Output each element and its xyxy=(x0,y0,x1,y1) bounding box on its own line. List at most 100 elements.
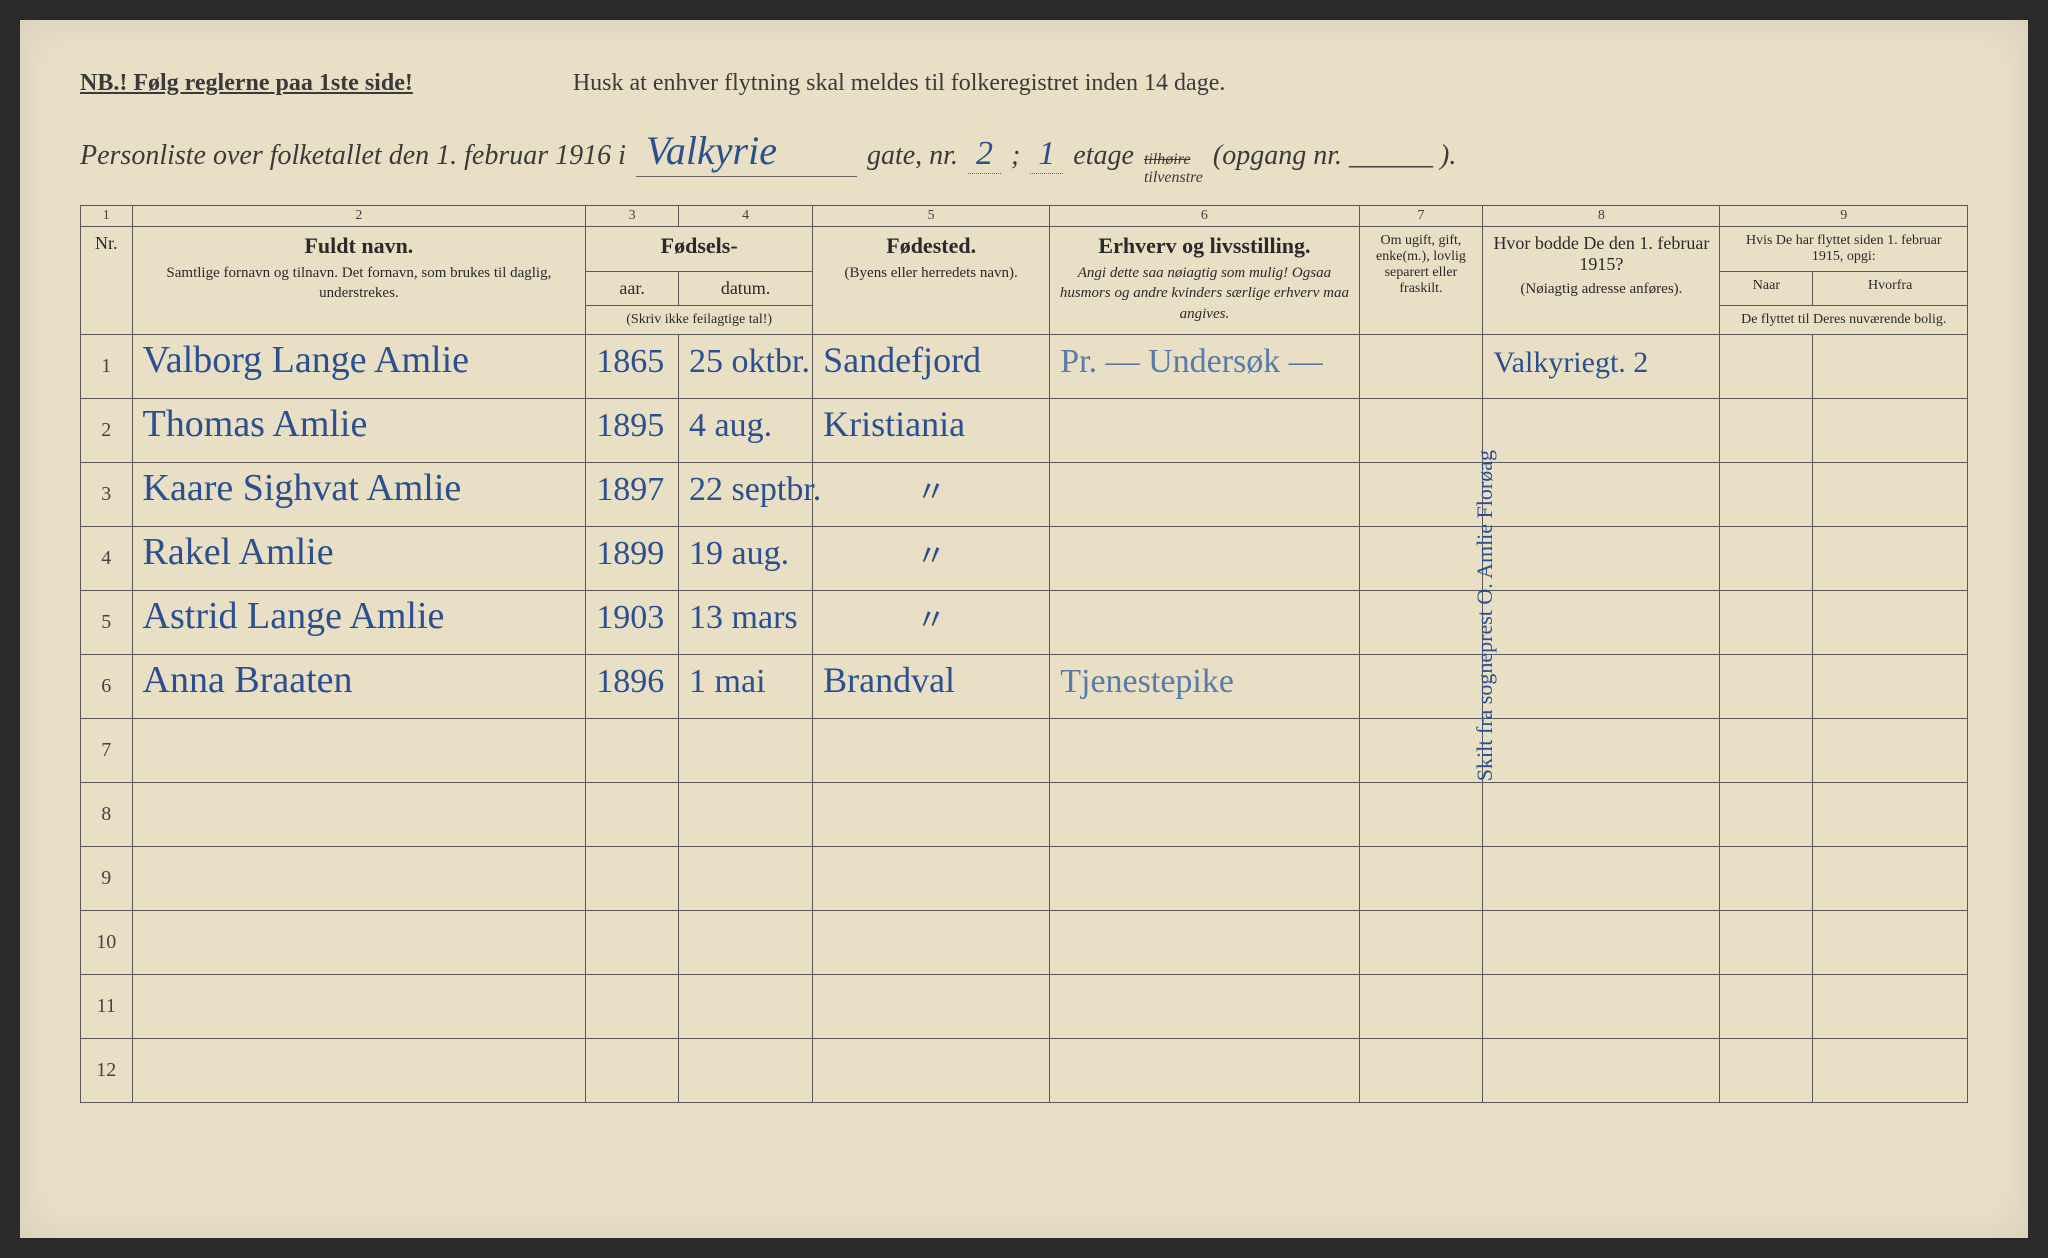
cell-place xyxy=(813,719,1050,783)
handwritten-value: 1 mai xyxy=(689,663,765,700)
cell-marital xyxy=(1359,591,1483,655)
cell-name xyxy=(132,1039,586,1103)
cell-from xyxy=(1813,463,1968,527)
cell-nr: 6 xyxy=(81,655,133,719)
cell-when xyxy=(1720,655,1813,719)
cell-place: Brandval xyxy=(813,655,1050,719)
handwritten-value: Pr. — Undersøk — xyxy=(1060,343,1323,380)
table-row: 2Thomas Amlie18954 aug.Kristiania xyxy=(81,399,1968,463)
census-table: 1 2 3 4 5 6 7 8 9 Nr. Fuldt navn. Samtli… xyxy=(80,205,1968,1103)
cell-when xyxy=(1720,527,1813,591)
hdr-res1915: Hvor bodde De den 1. februar 1915? (Nøia… xyxy=(1483,227,1720,335)
hdr-move-when: Naar xyxy=(1720,272,1813,306)
table-row: 6Anna Braaten 1896 1 mai Brandval Tjenestepi… xyxy=(81,655,1968,719)
cell-from xyxy=(1813,847,1968,911)
cell-res1915 xyxy=(1483,975,1720,1039)
cell-res1915 xyxy=(1483,527,1720,591)
handwritten-value: 13 mars xyxy=(689,599,798,636)
hdr-birth-label: Fødsels- xyxy=(661,233,738,258)
cell-when xyxy=(1720,399,1813,463)
cell-when xyxy=(1720,783,1813,847)
cell-year xyxy=(586,847,679,911)
cell-from xyxy=(1813,783,1968,847)
cell-nr: 4 xyxy=(81,527,133,591)
cell-place: Sandefjord xyxy=(813,335,1050,399)
title-line: Personliste over folketallet den 1. febr… xyxy=(80,127,1968,187)
colnum: 3 xyxy=(586,206,679,227)
cell-nr: 7 xyxy=(81,719,133,783)
cell-from xyxy=(1813,591,1968,655)
cell-occ xyxy=(1050,399,1359,463)
cell-nr: 5 xyxy=(81,591,133,655)
handwritten-value: Anna Braaten xyxy=(143,659,353,701)
handwritten-value: Brandval xyxy=(823,660,955,700)
table-row: 10 xyxy=(81,911,1968,975)
cell-marital xyxy=(1359,719,1483,783)
cell-date: 4 aug. xyxy=(679,399,813,463)
header-row-1: Nr. Fuldt navn. Samtlige fornavn og tiln… xyxy=(81,227,1968,272)
colnum: 1 xyxy=(81,206,133,227)
cell-nr: 3 xyxy=(81,463,133,527)
side-struck: tilhøire xyxy=(1144,151,1191,168)
cell-nr: 2 xyxy=(81,399,133,463)
cell-year xyxy=(586,719,679,783)
cell-marital xyxy=(1359,911,1483,975)
table-row: 3Kaare Sighvat Amlie 1897 22 septbr.〃 xyxy=(81,463,1968,527)
cell-nr: 10 xyxy=(81,911,133,975)
cell-year xyxy=(586,911,679,975)
side-choice: tilhøire tilvenstre xyxy=(1144,151,1203,187)
column-number-row: 1 2 3 4 5 6 7 8 9 xyxy=(81,206,1968,227)
cell-date: 22 septbr. xyxy=(679,463,813,527)
cell-date xyxy=(679,911,813,975)
cell-res1915 xyxy=(1483,1039,1720,1103)
handwritten-value: 1903 xyxy=(596,599,664,636)
gate-number: 2 xyxy=(968,135,1001,174)
handwritten-value: 1865 xyxy=(596,343,664,380)
cell-from xyxy=(1813,399,1968,463)
hdr-marital: Om ugift, gift, enke(m.), lovlig separer… xyxy=(1359,227,1483,335)
cell-place xyxy=(813,911,1050,975)
cell-name xyxy=(132,783,586,847)
handwritten-value: 1896 xyxy=(596,663,664,700)
cell-when xyxy=(1720,911,1813,975)
table-row: 11 xyxy=(81,975,1968,1039)
cell-occ xyxy=(1050,847,1359,911)
hdr-year: aar. xyxy=(586,272,679,306)
cell-from xyxy=(1813,335,1968,399)
cell-marital xyxy=(1359,527,1483,591)
hdr-move-from: Hvorfra xyxy=(1813,272,1968,306)
cell-occ: Pr. — Undersøk — xyxy=(1050,335,1359,399)
cell-when xyxy=(1720,1039,1813,1103)
hdr-occ-main: Erhverv og livsstilling. xyxy=(1098,233,1310,258)
hdr-move-sub: De flyttet til Deres nuværende bolig. xyxy=(1720,306,1968,335)
table-row: 1Valborg Lange Amlie186525 oktbr.Sandefj… xyxy=(81,335,1968,399)
cell-from xyxy=(1813,1039,1968,1103)
handwritten-value: Astrid Lange Amlie xyxy=(143,595,445,637)
handwritten-value: 1897 xyxy=(596,471,664,508)
cell-date xyxy=(679,975,813,1039)
cell-year: 1903 xyxy=(586,591,679,655)
census-page: NB.! Følg reglerne paa 1ste side! Husk a… xyxy=(20,20,2028,1238)
colnum: 8 xyxy=(1483,206,1720,227)
handwritten-value: Kaare Sighvat Amlie xyxy=(143,467,462,509)
cell-marital xyxy=(1359,655,1483,719)
cell-place xyxy=(813,847,1050,911)
handwritten-value: 1899 xyxy=(596,535,664,572)
cell-res1915: Valkyriegt. 2 xyxy=(1483,335,1720,399)
cell-year: 1897 xyxy=(586,463,679,527)
cell-name: Valborg Lange Amlie xyxy=(132,335,586,399)
cell-when xyxy=(1720,463,1813,527)
cell-nr: 8 xyxy=(81,783,133,847)
marital-vertical-note: Skilt fra sogneprest O. Amlie Florøag xyxy=(1472,450,1498,781)
cell-occ: Tjenestepike xyxy=(1050,655,1359,719)
cell-occ xyxy=(1050,527,1359,591)
handwritten-value: 〃 xyxy=(823,467,1039,511)
etage-number: 1 xyxy=(1030,135,1063,174)
cell-year xyxy=(586,783,679,847)
cell-from xyxy=(1813,719,1968,783)
cell-when xyxy=(1720,335,1813,399)
cell-date: 19 aug. xyxy=(679,527,813,591)
cell-nr: 9 xyxy=(81,847,133,911)
hdr-birth-group: Fødsels- xyxy=(586,227,813,272)
hdr-place-sub: (Byens eller herredets navn). xyxy=(821,263,1041,283)
